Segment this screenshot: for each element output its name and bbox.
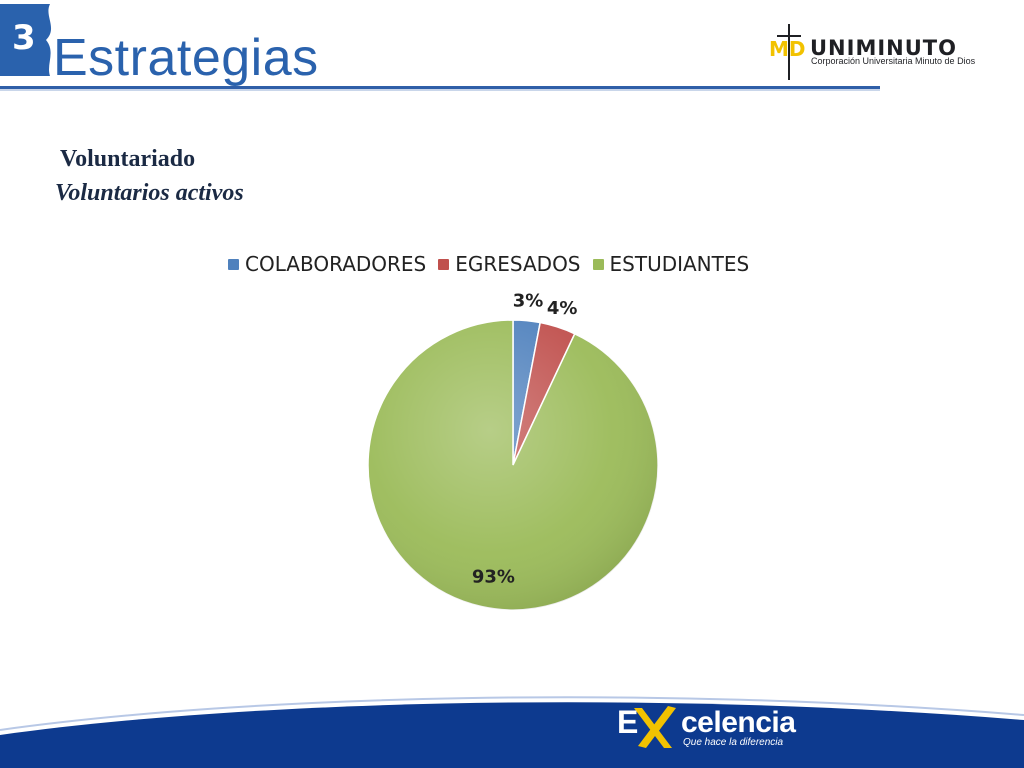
data-label-egresados: 4% [547,298,578,319]
section-subheading: Voluntarios activos [55,180,244,206]
logo-cross-icon [777,24,801,80]
legend-item-egresados: EGRESADOS [438,252,581,276]
legend-swatch-colaboradores [228,258,239,270]
legend-item-colaboradores: COLABORADORES [228,252,426,276]
legend-swatch-estudiantes [592,258,604,270]
data-label-colaboradores: 3% [513,291,544,312]
logo-mark: MD [769,37,806,61]
legend-label-egresados: EGRESADOS [455,252,581,276]
title-divider-shadow [0,89,880,91]
footer-brand-e: E [617,704,639,740]
section-number-badge [0,4,52,76]
excelencia-x-icon [634,706,676,748]
page-title: Estrategias [53,29,319,87]
logo-name: UNIMINUTO [810,36,957,60]
uniminuto-logo: MD [769,24,806,80]
section-number: 3 [12,18,36,58]
section-heading: Voluntariado [60,146,196,172]
legend-label-colaboradores: COLABORADORES [245,252,427,276]
footer-brand-word: celencia [681,706,796,739]
data-label-estudiantes: 93% [472,567,515,588]
chart-legend: COLABORADORES EGRESADOS ESTUDIANTES [228,252,761,276]
legend-label-estudiantes: ESTUDIANTES [609,252,750,276]
title-divider [0,86,880,89]
legend-swatch-egresados [438,258,450,270]
logo-subtitle: Corporación Universitaria Minuto de Dios [811,56,976,66]
footer-tagline: Que hace la diferencia [683,737,784,748]
pie-data-labels: 3% 4% 93% [472,291,578,588]
legend-item-estudiantes: ESTUDIANTES [592,252,750,276]
